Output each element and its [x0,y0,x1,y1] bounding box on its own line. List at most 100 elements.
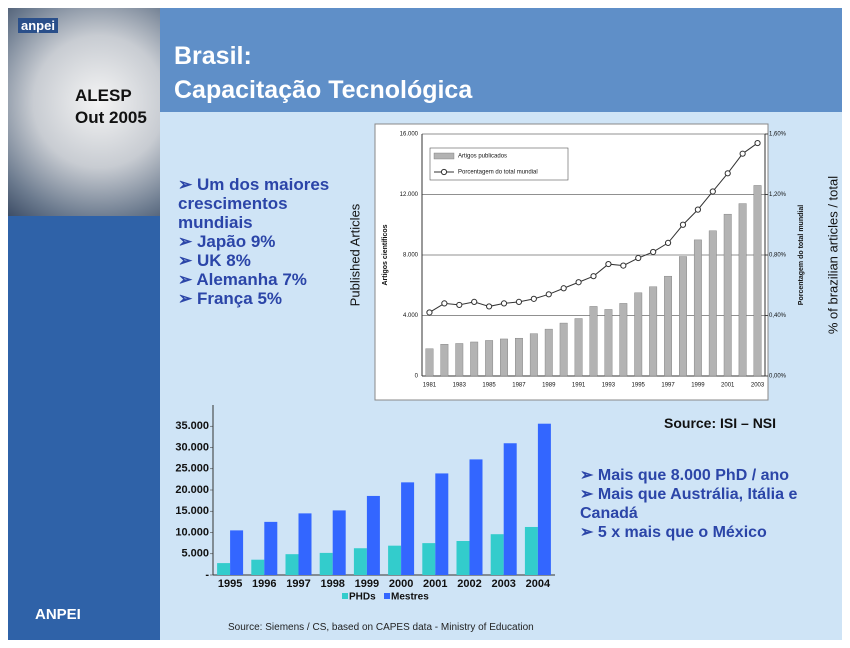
legend-swatch [342,593,348,599]
bar [537,423,551,575]
bar [422,543,436,575]
marker [441,300,448,307]
marker [605,260,612,268]
bar [264,521,278,575]
marker [426,309,433,316]
bullet: França 5% [178,289,353,308]
x-tick-label: 1997 [661,383,675,389]
title-banner [160,8,842,112]
bar [230,530,244,575]
brand: ANPEI [35,606,81,623]
x-tick-label: 1999 [355,578,379,590]
x-tick-label: 2000 [389,578,413,590]
bar [634,292,643,377]
bar [723,213,732,377]
bar [559,322,568,377]
y-tick-label: 35.000 [175,420,209,432]
y-tick-label: 25.000 [175,463,209,475]
x-tick-label: 1987 [512,383,526,389]
bar [366,495,380,575]
marker [664,239,672,246]
bar [679,256,687,377]
bullet: Mais que Austrália, Itália e Canadá [580,485,830,523]
y-tick-label: 30.000 [175,441,209,453]
title: Capacitação Tecnológica [174,76,473,104]
x-tick-label: 2001 [423,578,447,590]
bar [515,337,523,377]
marker [486,303,493,310]
bar [298,513,312,575]
marker [545,291,552,298]
bullet: 5 x mais que o México [580,523,830,542]
bar [435,473,449,575]
bar [664,275,672,377]
bar [524,526,538,575]
y2-tick-label: 1,20% [769,192,787,198]
bullet-list: Um dos maiores crescimentos mundiais Jap… [178,175,353,308]
bar [456,541,470,575]
marker [694,206,701,213]
y-tick-label: 4.000 [403,313,419,319]
x-tick-label: 2002 [457,578,481,590]
source: Source: Siemens / CS, based on CAPES dat… [228,622,534,633]
bar [285,554,299,575]
marker [754,139,761,147]
legend-label: Artigos publicados [458,154,507,160]
globe-image [8,8,160,216]
legend-label: Porcentagem do total mundial [458,170,538,176]
marker [560,285,567,292]
bar [217,563,231,575]
bar [470,341,479,377]
title: Brasil: [174,42,252,70]
marker [575,279,582,286]
bar [469,459,483,575]
y-tick-label: 16.000 [400,132,419,138]
marker [635,254,642,262]
bar [619,303,628,377]
bar [401,482,415,575]
marker [530,295,537,302]
bar [574,318,583,377]
x-tick-label: 1993 [602,383,616,389]
y2-tick-label: 0,40% [769,313,787,319]
x-tick-label: 2001 [721,383,735,389]
bullet-list: Mais que 8.000 PhD / ano Mais que Austrá… [580,466,830,542]
y2-tick-label: 0,00% [769,374,787,380]
x-tick-label: 1995 [218,578,242,590]
bar [440,344,449,377]
legend-label: Mestres [391,592,429,603]
logo: anpei [18,18,58,33]
bar [455,343,464,377]
bar [319,552,333,575]
bar [490,534,504,575]
bar [708,230,717,377]
bar [425,348,434,377]
bar [738,203,747,377]
x-tick-label: 1985 [482,383,496,389]
y-tick-label: 12.000 [400,192,419,198]
bar [753,185,762,377]
y2-tick-label: 1,60% [769,132,787,138]
marker [500,300,508,307]
marker [739,150,746,157]
y-axis-label: Published Articles [347,203,362,306]
bar [544,328,553,377]
y2-axis-label: Porcentagem do total mundial [798,205,805,305]
y-tick-label: 10.000 [175,526,209,538]
x-tick-label: 1981 [423,383,437,389]
marker [724,170,731,177]
y2-tick-label: 0,80% [769,253,787,259]
marker [456,301,463,309]
date: Out 2005 [75,108,147,127]
marker [590,273,597,280]
bar [529,333,538,377]
x-tick-label: 1997 [286,578,310,590]
bar [353,548,367,575]
marker [709,188,716,195]
bar [485,340,494,377]
bar [604,309,613,377]
bar [388,545,402,575]
bullet: UK 8% [178,251,353,270]
